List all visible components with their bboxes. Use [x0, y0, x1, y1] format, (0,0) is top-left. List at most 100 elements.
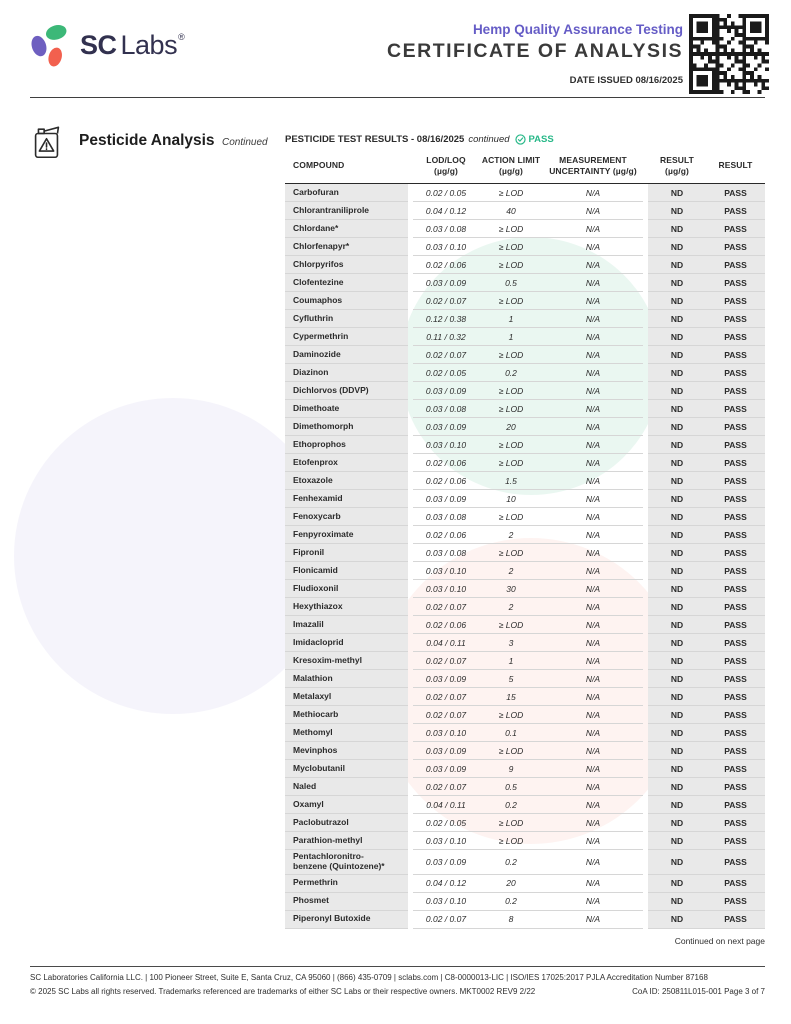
lod-loq-value: 0.02 / 0.06	[413, 472, 479, 490]
lod-loq-value: 0.03 / 0.10	[413, 562, 479, 580]
action-limit-value: 1	[479, 652, 543, 670]
compound-name: Chlordane*	[285, 220, 408, 238]
compound-name: Coumaphos	[285, 292, 408, 310]
header-title-block: Hemp Quality Assurance Testing CERTIFICA…	[387, 22, 683, 86]
table-row: Piperonyl Butoxide 0.02 / 0.07 8 N/A ND …	[285, 910, 765, 929]
result-status: PASS	[706, 220, 765, 238]
action-limit-value: ≥ LOD	[479, 454, 543, 472]
table-row: Ethoprophos 0.03 / 0.10 ≥ LOD N/A ND PAS…	[285, 436, 765, 454]
sc-labs-logo-icon	[31, 25, 67, 67]
action-limit-value: ≥ LOD	[479, 832, 543, 850]
table-row: Cyfluthrin 0.12 / 0.38 1 N/A ND PASS	[285, 310, 765, 328]
lod-loq-value: 0.02 / 0.06	[413, 256, 479, 274]
page-footer: SC Laboratories California LLC. | 100 Pi…	[30, 966, 765, 996]
result-value: ND	[648, 580, 706, 598]
pesticide-analysis-section-header: Pesticide Analysis Continued	[28, 124, 268, 162]
action-limit-value: ≥ LOD	[479, 706, 543, 724]
action-limit-value: ≥ LOD	[479, 544, 543, 562]
table-row: Coumaphos 0.02 / 0.07 ≥ LOD N/A ND PASS	[285, 292, 765, 310]
column-header-compound: COMPOUND	[293, 160, 345, 171]
table-row: Naled 0.02 / 0.07 0.5 N/A ND PASS	[285, 778, 765, 796]
compound-name: Oxamyl	[285, 796, 408, 814]
table-title-row: PESTICIDE TEST RESULTS - 08/16/2025 cont…	[285, 134, 765, 145]
compound-name: Methomyl	[285, 724, 408, 742]
action-limit-value: ≥ LOD	[479, 346, 543, 364]
table-row: Imidacloprid 0.04 / 0.11 3 N/A ND PASS	[285, 634, 765, 652]
compound-name: Paclobutrazol	[285, 814, 408, 832]
watermark-circle-green	[400, 237, 662, 495]
table-row: Carbofuran 0.02 / 0.05 ≥ LOD N/A ND PASS	[285, 184, 765, 202]
result-status: PASS	[706, 616, 765, 634]
lod-loq-value: 0.03 / 0.09	[413, 850, 479, 875]
lod-loq-value: 0.11 / 0.32	[413, 328, 479, 346]
result-status: PASS	[706, 910, 765, 929]
result-status: PASS	[706, 760, 765, 778]
table-row: Clofentezine 0.03 / 0.09 0.5 N/A ND PASS	[285, 274, 765, 292]
uncertainty-value: N/A	[543, 724, 643, 742]
result-value: ND	[648, 472, 706, 490]
result-value: ND	[648, 220, 706, 238]
table-row: Etofenprox 0.02 / 0.06 ≥ LOD N/A ND PASS	[285, 454, 765, 472]
uncertainty-value: N/A	[543, 292, 643, 310]
lod-loq-value: 0.03 / 0.08	[413, 400, 479, 418]
result-value: ND	[648, 832, 706, 850]
uncertainty-value: N/A	[543, 490, 643, 508]
action-limit-value: 0.5	[479, 274, 543, 292]
result-value: ND	[648, 508, 706, 526]
lod-loq-value: 0.02 / 0.07	[413, 652, 479, 670]
table-row: Dimethomorph 0.03 / 0.09 20 N/A ND PASS	[285, 418, 765, 436]
uncertainty-value: N/A	[543, 346, 643, 364]
footer-lab-info: SC Laboratories California LLC. | 100 Pi…	[30, 973, 708, 982]
compound-name: Imazalil	[285, 616, 408, 634]
compound-name: Daminozide	[285, 346, 408, 364]
watermark-circle-coral	[378, 538, 684, 844]
table-row: Imazalil 0.02 / 0.06 ≥ LOD N/A ND PASS	[285, 616, 765, 634]
overall-status: PASS	[528, 134, 554, 145]
result-value: ND	[648, 436, 706, 454]
result-status: PASS	[706, 598, 765, 616]
result-value: ND	[648, 418, 706, 436]
action-limit-value: ≥ LOD	[479, 436, 543, 454]
uncertainty-value: N/A	[543, 256, 643, 274]
document-title: CERTIFICATE OF ANALYSIS	[387, 40, 683, 62]
uncertainty-value: N/A	[543, 875, 643, 893]
action-limit-value: 0.5	[479, 778, 543, 796]
compound-name: Imidacloprid	[285, 634, 408, 652]
result-value: ND	[648, 652, 706, 670]
compound-name: Dichlorvos (DDVP)	[285, 382, 408, 400]
action-limit-value: 15	[479, 688, 543, 706]
pesticide-results-table: PESTICIDE TEST RESULTS - 08/16/2025 cont…	[285, 134, 765, 946]
table-row: Oxamyl 0.04 / 0.11 0.2 N/A ND PASS	[285, 796, 765, 814]
section-subtitle: Continued	[222, 137, 268, 148]
uncertainty-value: N/A	[543, 616, 643, 634]
result-value: ND	[648, 454, 706, 472]
result-status: PASS	[706, 274, 765, 292]
uncertainty-value: N/A	[543, 202, 643, 220]
result-value: ND	[648, 292, 706, 310]
uncertainty-value: N/A	[543, 310, 643, 328]
lod-loq-value: 0.03 / 0.10	[413, 893, 479, 911]
table-row: Dichlorvos (DDVP) 0.03 / 0.09 ≥ LOD N/A …	[285, 382, 765, 400]
lod-loq-value: 0.03 / 0.10	[413, 724, 479, 742]
uncertainty-value: N/A	[543, 274, 643, 292]
result-status: PASS	[706, 544, 765, 562]
table-row: Flonicamid 0.03 / 0.10 2 N/A ND PASS	[285, 562, 765, 580]
lod-loq-value: 0.04 / 0.12	[413, 875, 479, 893]
result-value: ND	[648, 706, 706, 724]
result-status: PASS	[706, 256, 765, 274]
lod-loq-value: 0.04 / 0.11	[413, 634, 479, 652]
uncertainty-value: N/A	[543, 184, 643, 202]
compound-name: Etofenprox	[285, 454, 408, 472]
lod-loq-value: 0.03 / 0.09	[413, 670, 479, 688]
continued-note: Continued on next page	[674, 935, 765, 946]
result-status: PASS	[706, 400, 765, 418]
action-limit-value: 0.2	[479, 893, 543, 911]
lod-loq-value: 0.02 / 0.05	[413, 814, 479, 832]
uncertainty-value: N/A	[543, 364, 643, 382]
uncertainty-value: N/A	[543, 688, 643, 706]
table-row: Chlorfenapyr* 0.03 / 0.10 ≥ LOD N/A ND P…	[285, 238, 765, 256]
date-issued: DATE ISSUED 08/16/2025	[569, 75, 683, 86]
uncertainty-value: N/A	[543, 796, 643, 814]
uncertainty-value: N/A	[543, 911, 643, 929]
